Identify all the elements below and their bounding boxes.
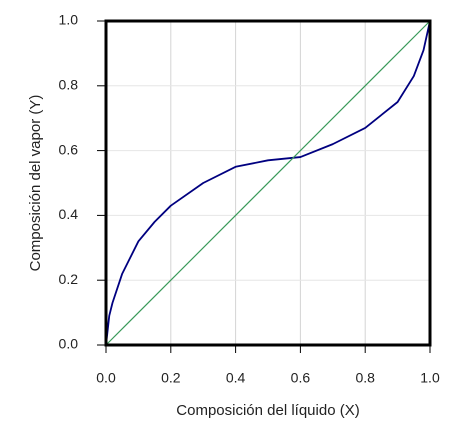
x-tick-label: 0.4 — [226, 370, 246, 386]
x-tick-label: 0.6 — [291, 370, 311, 386]
series-line — [105, 20, 431, 346]
x-tick-label: 0.2 — [161, 370, 181, 386]
y-axis-title: Composición del vapor (Y) — [27, 95, 44, 272]
x-tick-label: 0.8 — [355, 370, 375, 386]
x-tick-label: 1.0 — [420, 370, 440, 386]
y-tick-label: 0.6 — [59, 141, 79, 157]
y-tick-label: 0.8 — [59, 77, 79, 93]
y-tick-label: 1.0 — [59, 12, 79, 28]
x-tick-label: 0.0 — [96, 370, 116, 386]
y-tick-label: 0.0 — [59, 336, 79, 352]
series-line — [105, 20, 431, 346]
y-tick-label: 0.2 — [59, 271, 79, 287]
x-axis-title: Composición del líquido (X) — [176, 402, 359, 419]
plot-frame — [104, 19, 432, 347]
y-tick-label: 0.4 — [59, 206, 79, 222]
